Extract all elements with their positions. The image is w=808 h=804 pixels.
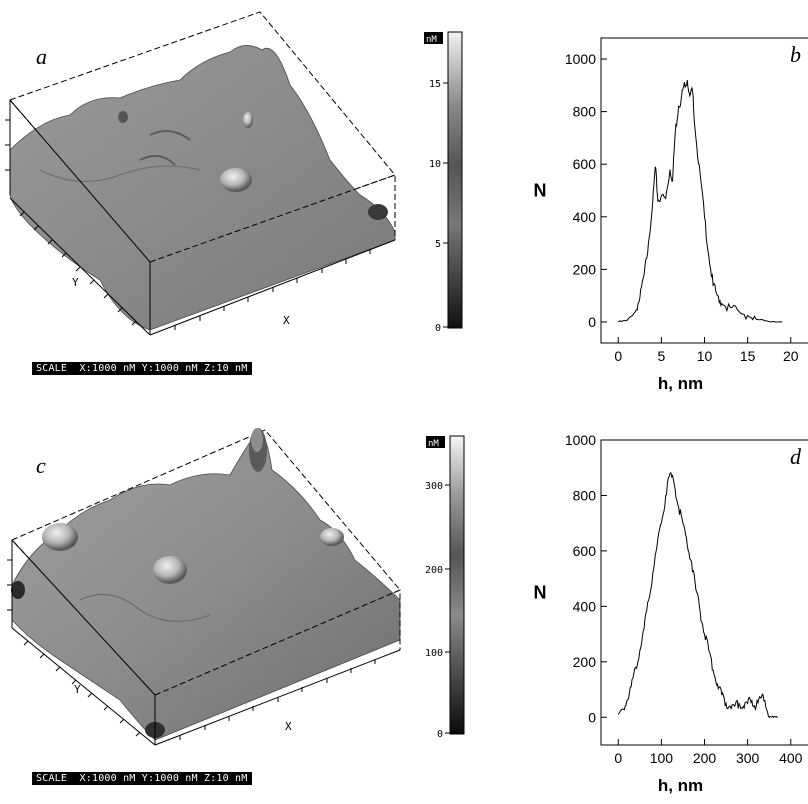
axis-y-label-a: Y: [72, 276, 79, 289]
x-tick-label: 10: [697, 348, 713, 364]
x-tick-label: 0: [614, 750, 622, 766]
y-tick-label: 400: [573, 209, 597, 225]
x-tick-label: 200: [693, 750, 717, 766]
x-tick-label: 15: [740, 348, 756, 364]
scale-bar-c: SCALE X:1000 nM Y:1000 nM Z:10 nM: [32, 772, 252, 785]
scale-bar-a: SCALE X:1000 nM Y:1000 nM Z:10 nM: [32, 362, 252, 375]
colorbar-tick-c-200: 200: [425, 565, 443, 576]
x-tick-label: 0: [614, 348, 622, 364]
surface-shape-c: [11, 431, 401, 741]
y-tick-label: 400: [573, 598, 597, 614]
y-tick-label: 1000: [565, 432, 596, 448]
x-tick-label: 100: [650, 750, 674, 766]
histogram-chart-d: 0 200 400 600 800 1000 0 100 200 300 400 h, nm Nd: [534, 432, 808, 795]
y-tick-label: 0: [588, 709, 596, 725]
x-tick-label: 400: [779, 750, 803, 766]
histogram-chart-b: 0 200 400 600 800 1000 0 5 10 15 20 h, nm Nb: [534, 37, 808, 393]
colorbar-unit-c: nM: [428, 439, 439, 449]
axis-x-label-c: X: [285, 720, 292, 733]
colorbar-tick-a-5: 5: [435, 239, 441, 250]
y-tick-label: 200: [573, 654, 597, 670]
series-line: [618, 80, 783, 323]
panel-label-b: b: [790, 42, 801, 67]
series-line: [617, 472, 778, 719]
plot-frame: [600, 37, 808, 344]
y-tick-label: 200: [573, 261, 597, 277]
y-tick-label: 600: [573, 543, 597, 559]
x-axis-title: h, nm: [658, 374, 703, 393]
colorbar-tick-a-10: 10: [429, 159, 441, 170]
afm-surface-c: [7, 428, 401, 746]
colorbar-a: [424, 31, 463, 329]
axis-x-label-a: X: [283, 314, 290, 327]
panel-label-c: c: [36, 453, 46, 478]
colorbar-tick-c-300: 300: [425, 481, 443, 492]
afm-surface-a: [5, 11, 396, 336]
y-tick-label: 800: [573, 104, 597, 120]
y-axis-title: N: [534, 583, 547, 603]
colorbar-tick-a-0: 0: [435, 323, 441, 334]
x-tick-label: 5: [657, 348, 665, 364]
x-tick-label: 20: [783, 348, 799, 364]
colorbar-tick-a-15: 15: [429, 79, 441, 90]
x-tick-label: 300: [736, 750, 760, 766]
panel-label-a: a: [36, 44, 47, 69]
colorbar-tick-c-100: 100: [425, 648, 443, 659]
colorbar-unit-a: nM: [426, 35, 437, 45]
y-tick-label: 1000: [565, 51, 596, 67]
y-axis-title: N: [534, 181, 547, 201]
x-axis-title: h, nm: [658, 776, 703, 795]
plot-frame: [600, 439, 808, 746]
axis-y-label-c: Y: [74, 683, 81, 696]
y-tick-label: 0: [588, 314, 596, 330]
colorbar-c: [426, 435, 465, 735]
y-tick-label: 800: [573, 487, 597, 503]
y-tick-label: 600: [573, 156, 597, 172]
panel-label-d: d: [790, 444, 802, 469]
colorbar-tick-c-0: 0: [437, 729, 443, 740]
surface-shape-a: [9, 45, 396, 331]
